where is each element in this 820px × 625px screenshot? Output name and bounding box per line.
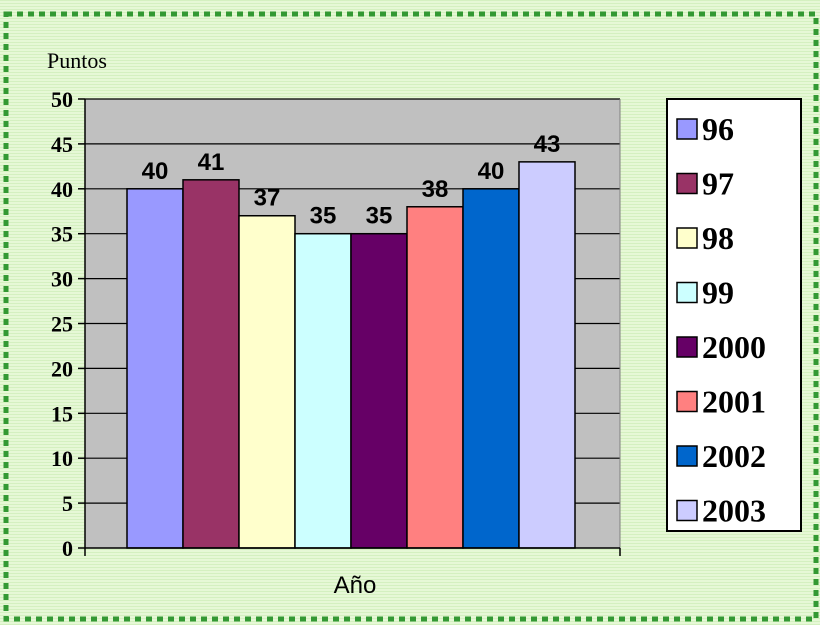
data-label-2003: 43 bbox=[534, 131, 561, 158]
y-tick-label: 30 bbox=[51, 267, 73, 292]
y-tick-label: 20 bbox=[51, 356, 73, 381]
data-label-2000: 35 bbox=[366, 203, 393, 230]
chart-border bbox=[3, 11, 819, 622]
data-label-2002: 40 bbox=[478, 158, 505, 185]
y-axis bbox=[78, 98, 86, 549]
bar-2003 bbox=[518, 161, 576, 549]
data-label-98: 37 bbox=[254, 185, 281, 212]
bar-96 bbox=[126, 188, 184, 549]
legend-label-97: 97 bbox=[702, 166, 734, 202]
y-tick-label: 10 bbox=[51, 446, 73, 471]
legend: 96 97 98 99 2000 2001 2002 2003 bbox=[676, 111, 766, 529]
legend-swatch-2002 bbox=[676, 445, 698, 467]
legend-swatch-2003 bbox=[676, 499, 698, 522]
data-label-99: 35 bbox=[310, 203, 337, 230]
bars bbox=[126, 161, 576, 549]
y-tick-label: 25 bbox=[51, 312, 73, 337]
bar-98 bbox=[238, 214, 296, 549]
y-tick-label: 40 bbox=[51, 177, 73, 202]
legend-swatch-96 bbox=[676, 118, 698, 140]
bar-2000 bbox=[350, 232, 408, 549]
data-label-97: 41 bbox=[198, 149, 225, 176]
legend-label-96: 96 bbox=[702, 111, 734, 147]
legend-label-98: 98 bbox=[702, 220, 734, 256]
y-tick-labels: 0 5 10 15 20 25 30 35 40 45 50 bbox=[51, 87, 73, 561]
legend-label-2001: 2001 bbox=[702, 384, 766, 420]
y-tick-label: 15 bbox=[51, 401, 73, 426]
bar-97 bbox=[182, 179, 240, 549]
y-tick-label: 0 bbox=[62, 536, 73, 561]
legend-swatch-97 bbox=[676, 172, 698, 195]
data-label-96: 40 bbox=[142, 158, 169, 185]
legend-label-2003: 2003 bbox=[702, 493, 766, 529]
legend-swatch-99 bbox=[676, 281, 698, 304]
bar-2001 bbox=[406, 206, 464, 549]
legend-label-2000: 2000 bbox=[702, 329, 766, 365]
bar-99 bbox=[294, 232, 352, 549]
y-tick-label: 35 bbox=[51, 222, 73, 247]
legend-swatch-98 bbox=[676, 227, 698, 249]
y-axis-title: Puntos bbox=[47, 48, 107, 73]
data-labels: 40 41 37 35 35 38 40 43 bbox=[142, 131, 561, 230]
data-label-2001: 38 bbox=[422, 176, 449, 203]
legend-label-99: 99 bbox=[702, 275, 734, 311]
legend-swatch-2001 bbox=[676, 390, 698, 413]
y-tick-label: 50 bbox=[51, 87, 73, 112]
x-axis-title: Año bbox=[334, 572, 377, 599]
y-tick-label: 5 bbox=[62, 491, 73, 516]
legend-label-2002: 2002 bbox=[702, 438, 766, 474]
y-tick-label: 45 bbox=[51, 132, 73, 157]
legend-swatch-2000 bbox=[676, 336, 698, 358]
bar-2002 bbox=[462, 188, 520, 549]
